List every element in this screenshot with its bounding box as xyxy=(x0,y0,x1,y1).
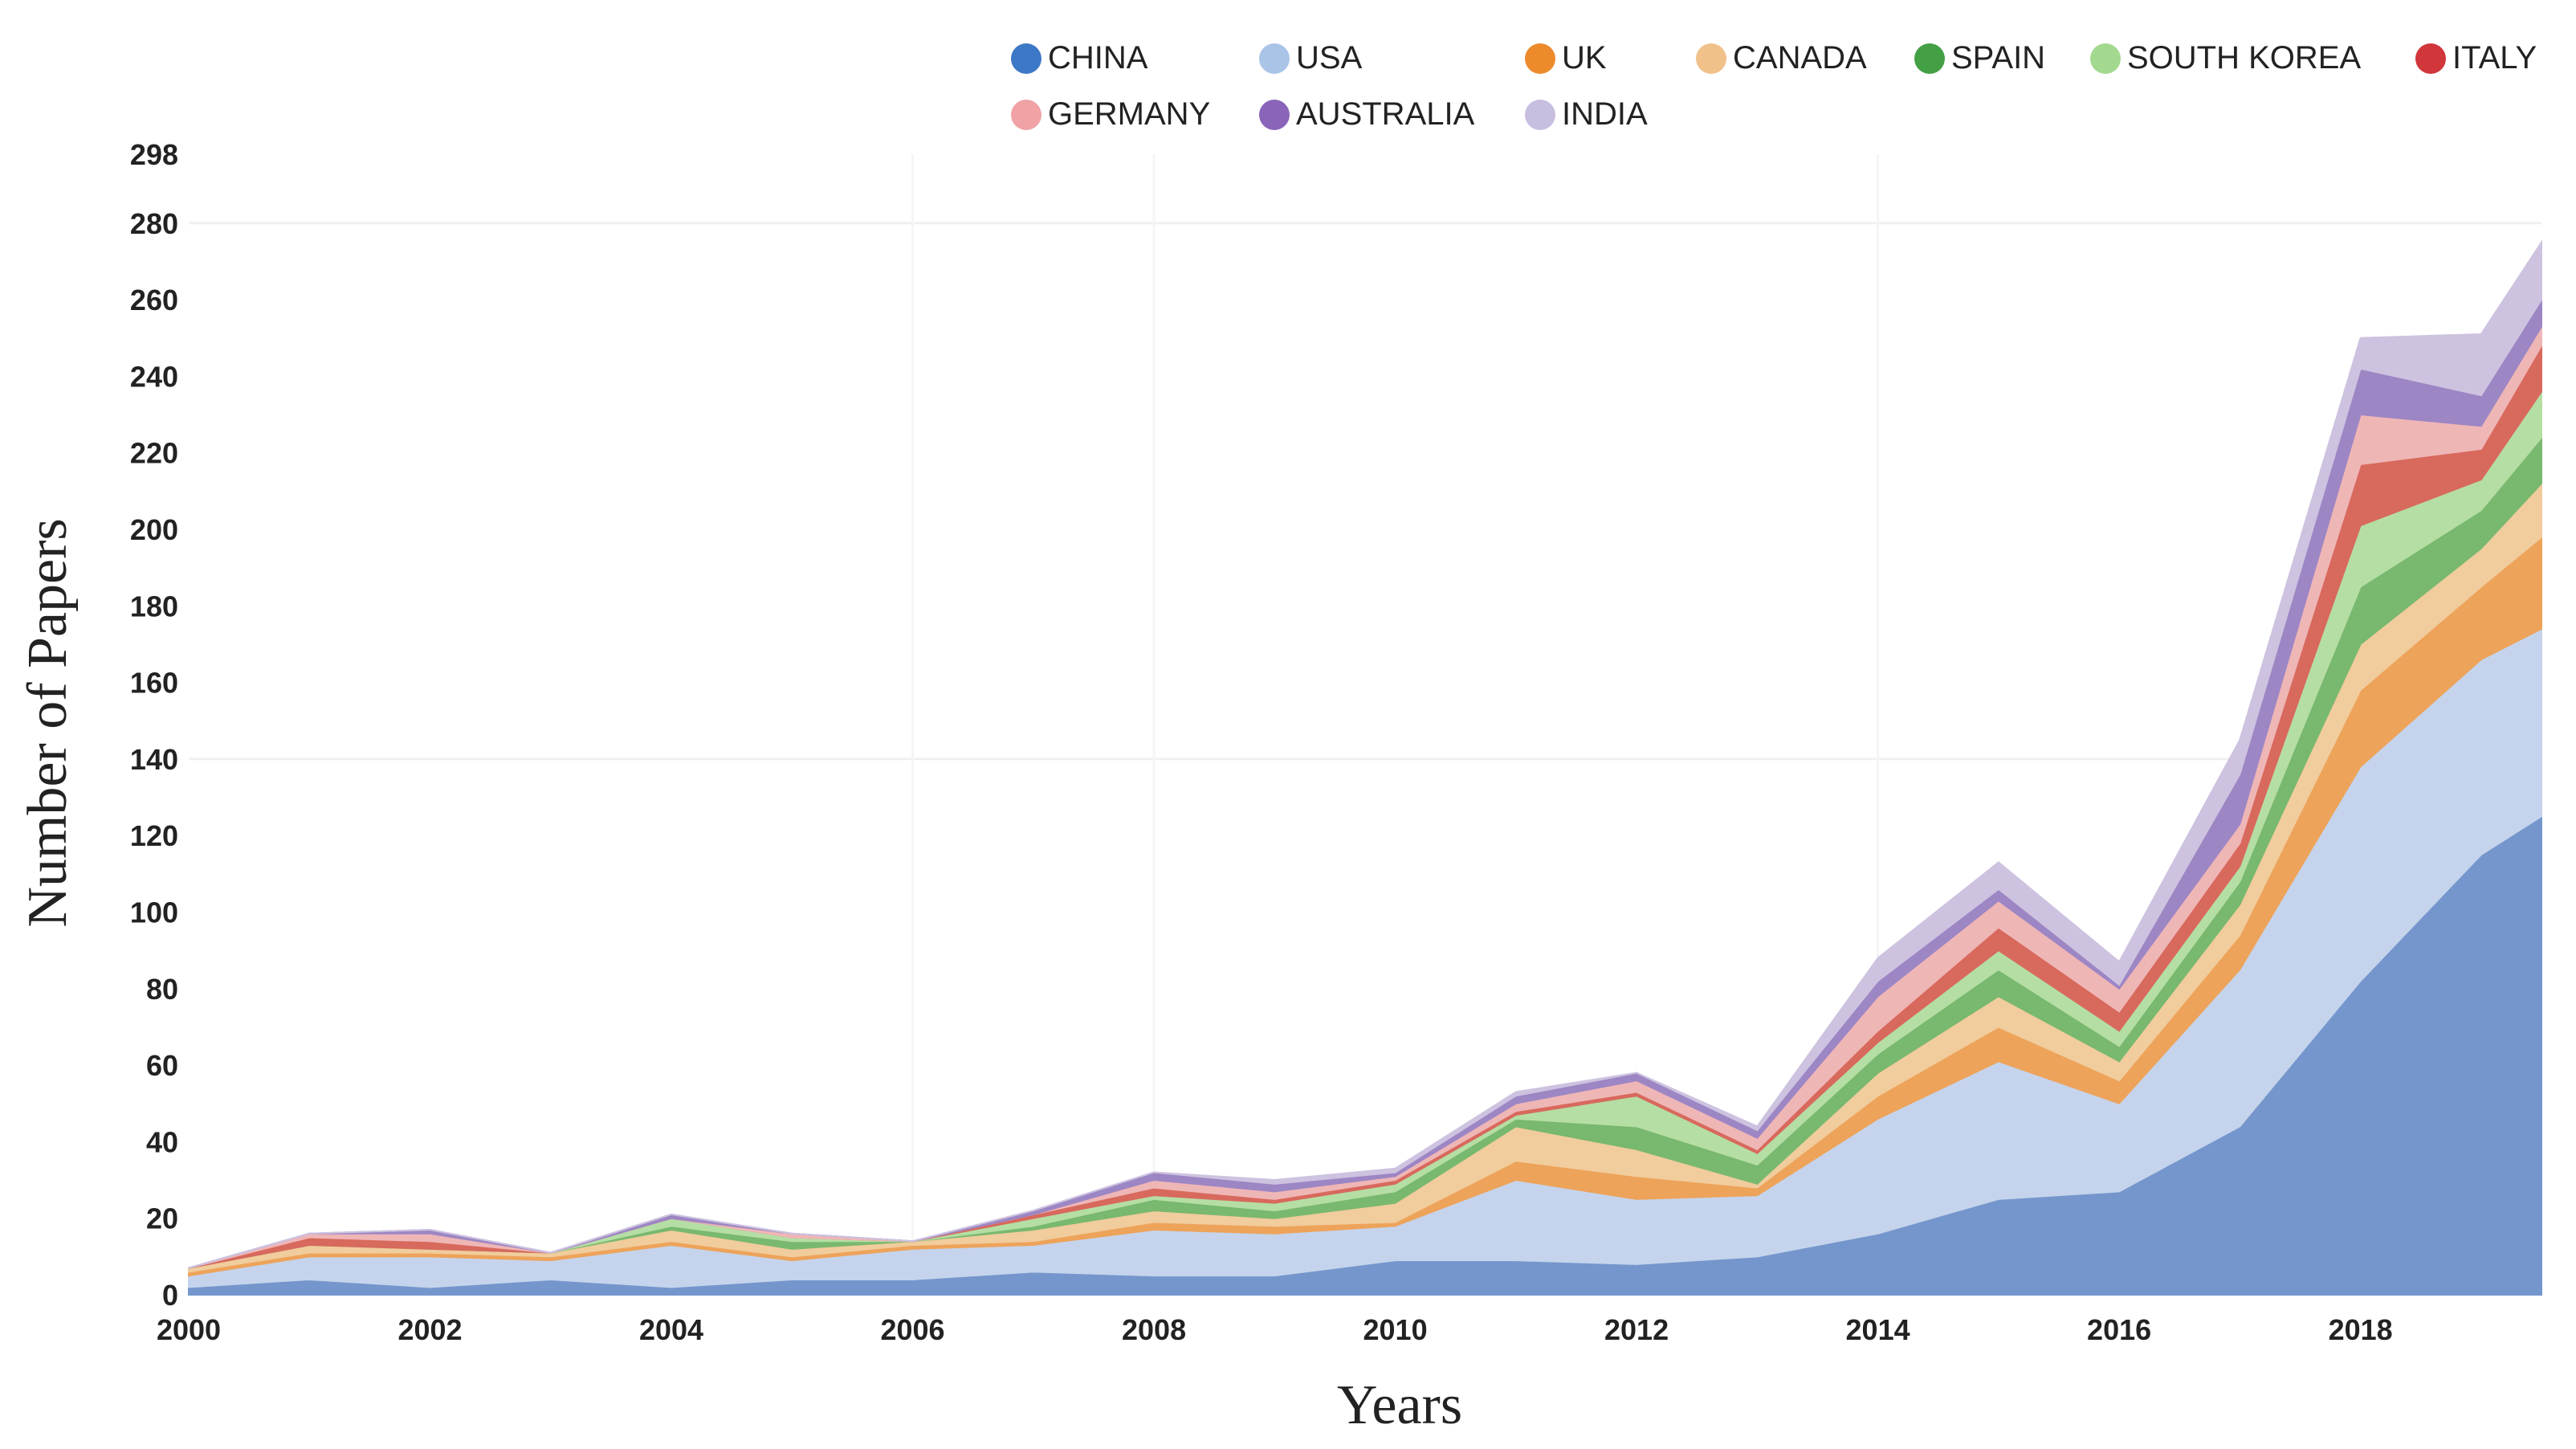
x-tick-label: 2016 xyxy=(2087,1313,2151,1346)
legend-item-usa: USA xyxy=(1259,40,1362,76)
legend-item-uk: UK xyxy=(1525,40,1607,76)
legend-swatch-icon xyxy=(1696,43,1726,74)
y-tick-label: 240 xyxy=(130,360,178,393)
x-axis-ticks: 2000 2002 2004 2006 2008 2010 2012 2014 2016 2018 xyxy=(157,1313,2393,1346)
legend-label: SOUTH KOREA xyxy=(2127,40,2362,76)
x-tick-label: 2002 xyxy=(397,1313,462,1346)
y-tick-label: 0 xyxy=(162,1279,178,1312)
y-tick-label: 140 xyxy=(130,743,178,776)
x-axis-title: Years xyxy=(1337,1374,1462,1436)
x-tick-label: 2014 xyxy=(1846,1313,1910,1346)
legend-label: USA xyxy=(1296,40,1363,76)
y-tick-label: 220 xyxy=(130,437,178,470)
legend-label: INDIA xyxy=(1562,96,1648,132)
y-tick-label: 200 xyxy=(130,513,178,546)
legend-item-canada: CANADA xyxy=(1696,40,1867,76)
x-tick-label: 2008 xyxy=(1122,1313,1186,1346)
y-tick-label: 180 xyxy=(130,590,178,622)
legend-item-india: INDIA xyxy=(1525,96,1648,133)
legend-item-australia: AUSTRALIA xyxy=(1259,96,1474,133)
y-tick-label: 40 xyxy=(146,1125,178,1158)
legend-item-china: CHINA xyxy=(1011,40,1147,76)
y-tick-label: 100 xyxy=(130,896,178,929)
y-tick-label: 260 xyxy=(130,284,178,316)
legend-label: UK xyxy=(1562,40,1607,76)
y-axis-ticks: 0 20 40 60 80 100 120 140 160 180 200 220 240 260 280 2… xyxy=(130,138,178,1312)
y-tick-label: 120 xyxy=(130,819,178,852)
legend-swatch-icon xyxy=(1011,43,1041,74)
y-axis-title: Number of Papers xyxy=(17,518,79,927)
legend-item-spain: SPAIN xyxy=(1914,40,2045,76)
legend-swatch-icon xyxy=(1011,99,1041,130)
legend-swatch-icon xyxy=(2415,43,2446,74)
y-tick-label: 80 xyxy=(146,973,178,1006)
gridlines xyxy=(189,154,2541,1295)
legend-label: AUSTRALIA xyxy=(1296,96,1475,132)
x-tick-label: 2018 xyxy=(2329,1313,2393,1346)
x-tick-label: 2000 xyxy=(157,1313,221,1346)
legend-swatch-icon xyxy=(1259,43,1290,74)
y-tick-label: 20 xyxy=(146,1202,178,1235)
legend-label: CHINA xyxy=(1048,40,1148,76)
legend-swatch-icon xyxy=(2090,43,2121,74)
legend-swatch-icon xyxy=(1525,43,1555,74)
area-series xyxy=(188,239,2542,1296)
y-tick-label: 280 xyxy=(130,207,178,240)
legend-swatch-icon xyxy=(1259,99,1290,130)
y-tick-label: 298 xyxy=(130,138,178,171)
y-tick-label: 160 xyxy=(130,667,178,700)
legend-item-germany: GERMANY xyxy=(1011,96,1210,133)
legend-label: SPAIN xyxy=(1951,40,2046,76)
y-tick-label: 60 xyxy=(146,1049,178,1082)
x-tick-label: 2012 xyxy=(1604,1313,1669,1346)
x-tick-label: 2004 xyxy=(639,1313,703,1346)
legend-item-south-korea: SOUTH KOREA xyxy=(2090,40,2361,76)
x-tick-label: 2006 xyxy=(880,1313,944,1346)
legend-label: ITALY xyxy=(2452,40,2537,76)
legend-item-italy: ITALY xyxy=(2415,40,2537,76)
legend-label: GERMANY xyxy=(1048,96,1211,132)
legend-swatch-icon xyxy=(1914,43,1945,74)
legend-swatch-icon xyxy=(1525,99,1555,130)
legend-label: CANADA xyxy=(1733,40,1867,76)
area-india xyxy=(188,239,2542,1269)
x-tick-label: 2010 xyxy=(1363,1313,1428,1346)
